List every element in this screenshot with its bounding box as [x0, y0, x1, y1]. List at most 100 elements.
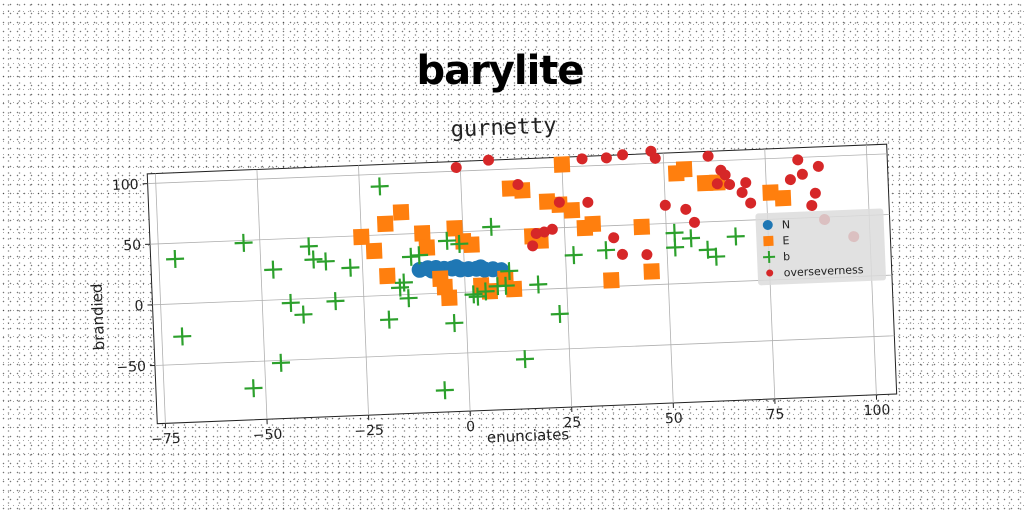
data-point [390, 278, 410, 297]
data-point [440, 289, 458, 307]
data-point [698, 240, 717, 259]
data-point [529, 275, 548, 294]
data-point [281, 293, 300, 312]
data-point [666, 238, 685, 257]
data-point [546, 223, 558, 235]
legend-item: b [763, 250, 791, 264]
legend-swatch [763, 250, 776, 264]
data-point [726, 227, 745, 246]
data-point [413, 224, 431, 242]
x-tick-label: 50 [665, 411, 683, 428]
data-point [553, 156, 571, 173]
data-point [399, 289, 418, 308]
chart-title: gurnetty [450, 113, 557, 142]
legend-swatch [763, 235, 774, 247]
data-point [719, 169, 731, 181]
data-point [173, 327, 192, 346]
legend-swatch [766, 269, 774, 277]
data-point [450, 162, 462, 174]
data-point [500, 262, 519, 281]
data-point [675, 160, 693, 178]
data-point [437, 231, 457, 250]
data-point [304, 250, 323, 269]
chart-suptitle: barylite [416, 48, 583, 94]
legend-item: E [763, 234, 790, 247]
data-point [576, 153, 588, 165]
data-point [294, 305, 313, 324]
data-point [608, 232, 620, 244]
legend-label: b [783, 250, 791, 263]
data-point [392, 203, 410, 221]
data-point [410, 246, 429, 265]
data-point [505, 280, 523, 298]
data-point [476, 282, 495, 301]
y-tick-label: 50 [123, 238, 141, 255]
data-point [445, 314, 464, 333]
data-point [472, 259, 489, 276]
x-gridline [662, 153, 674, 403]
legend-item: overseverness [766, 263, 864, 279]
data-point [550, 304, 569, 324]
data-point [707, 247, 726, 266]
data-point [740, 177, 752, 189]
data-point [745, 197, 757, 209]
x-tick-label: −25 [354, 423, 384, 440]
data-point [316, 252, 335, 271]
legend-box [755, 208, 886, 286]
chart-rotated-group: gurnetty −75 −50 −25 0 25 50 75 100 −50 0 50 100 NE… [88, 113, 898, 448]
data-point [483, 154, 495, 166]
data-point [680, 203, 692, 215]
data-point [380, 310, 399, 329]
data-point [809, 187, 821, 199]
y-tick-label: 0 [134, 298, 144, 314]
data-point [468, 287, 487, 306]
data-point [401, 247, 421, 266]
data-point [464, 285, 483, 304]
y-axis-label: brandied [88, 283, 109, 350]
data-point [482, 217, 501, 236]
data-point [724, 178, 736, 190]
data-point [512, 178, 524, 190]
data-point [370, 177, 389, 196]
data-point [582, 196, 594, 208]
data-point [418, 239, 436, 256]
x-axis-label: enunciates [487, 425, 570, 446]
data-point [365, 242, 383, 260]
data-point [711, 178, 723, 190]
x-tick-label: 25 [563, 415, 581, 432]
x-tick-label: 100 [863, 402, 890, 419]
data-point [446, 220, 463, 237]
data-point [448, 259, 465, 276]
data-point [736, 186, 748, 198]
data-point [603, 272, 620, 289]
x-tick-label: −50 [253, 427, 283, 444]
data-point [641, 249, 653, 261]
data-point [264, 260, 283, 279]
data-point [659, 199, 671, 211]
data-point [617, 149, 629, 161]
x-gridline [154, 173, 166, 424]
data-point [299, 237, 318, 256]
data-point [597, 241, 616, 260]
data-point [702, 150, 714, 162]
x-tick-label: 75 [766, 407, 784, 424]
data-point [617, 248, 629, 260]
series-layer [166, 145, 860, 400]
data-point [527, 240, 539, 252]
data-point [806, 199, 818, 211]
data-point [326, 292, 345, 311]
data-point [234, 233, 253, 252]
legend-label: overseverness [783, 263, 864, 279]
data-point [496, 276, 515, 295]
data-point [784, 174, 796, 186]
data-point [812, 160, 824, 172]
data-point [353, 228, 370, 246]
data-point [796, 168, 808, 180]
legend-item: N [762, 218, 791, 231]
x-gridline [256, 169, 268, 420]
legend-label: N [782, 218, 791, 231]
y-gridline [147, 153, 888, 184]
data-point [244, 379, 263, 398]
data-point [450, 234, 469, 253]
